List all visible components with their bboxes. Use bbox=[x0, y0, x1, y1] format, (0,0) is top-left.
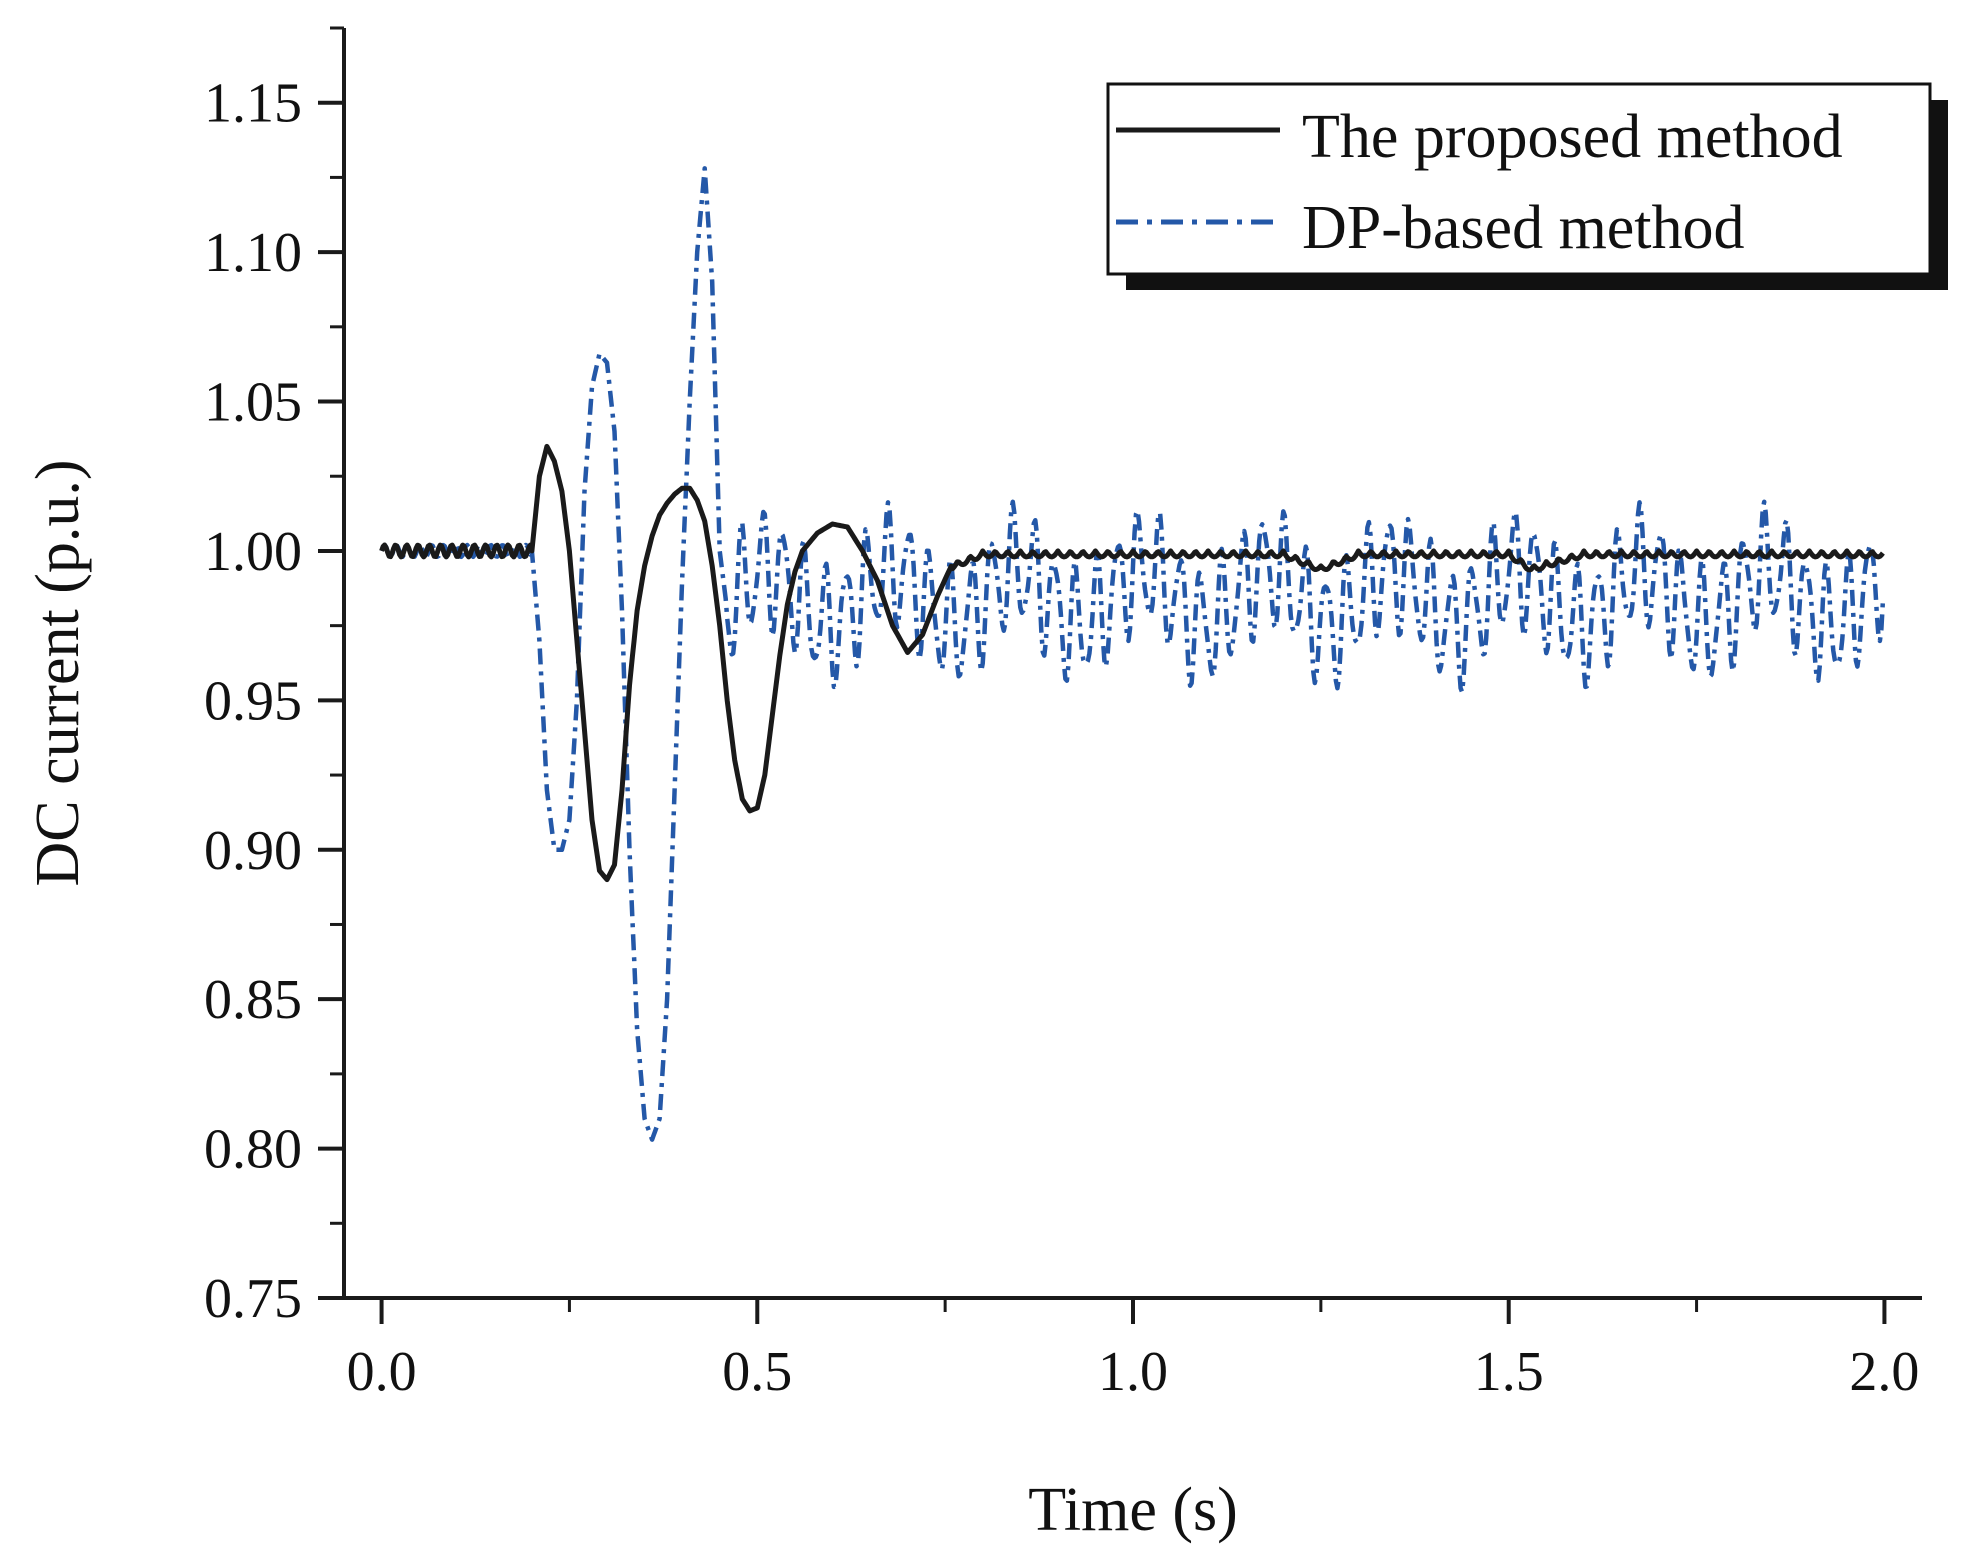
series-line-dp-based bbox=[379, 166, 1886, 1142]
y-tick-label: 1.00 bbox=[204, 521, 302, 583]
x-axis-title: Time (s) bbox=[1028, 1476, 1238, 1544]
y-axis-title: DC current (p.u.) bbox=[24, 460, 92, 887]
x-tick-label: 1.0 bbox=[1098, 1341, 1168, 1403]
legend-label-dp: DP-based method bbox=[1302, 194, 1745, 262]
ticks-layer: 0.75 0.80 0.85 0.90 0.95 1.00 1.05 1.10 1.15 0.0 0… bbox=[204, 26, 1919, 1403]
x-tick-label: 1.5 bbox=[1474, 1341, 1544, 1403]
x-tick-label: 0.5 bbox=[722, 1341, 792, 1403]
series-line-proposed bbox=[379, 443, 1885, 883]
y-tick-label: 1.10 bbox=[204, 222, 302, 284]
axes-layer bbox=[342, 28, 1922, 1300]
legend-box bbox=[1106, 82, 1932, 276]
y-tick-label: 0.80 bbox=[204, 1119, 302, 1181]
y-tick-label: 0.95 bbox=[204, 670, 302, 732]
y-tick-label: 1.05 bbox=[204, 372, 302, 434]
series-layer bbox=[379, 166, 1886, 1142]
x-tick-label: 2.0 bbox=[1849, 1341, 1919, 1403]
y-tick-label: 0.90 bbox=[204, 820, 302, 882]
y-tick-label: 0.85 bbox=[204, 969, 302, 1031]
legend: The proposed method DP-based method bbox=[1106, 82, 1948, 290]
y-tick-label: 1.15 bbox=[204, 73, 302, 135]
y-tick-label: 0.75 bbox=[204, 1268, 302, 1330]
legend-label-proposed: The proposed method bbox=[1302, 103, 1843, 171]
x-tick-label: 0.0 bbox=[347, 1341, 417, 1403]
